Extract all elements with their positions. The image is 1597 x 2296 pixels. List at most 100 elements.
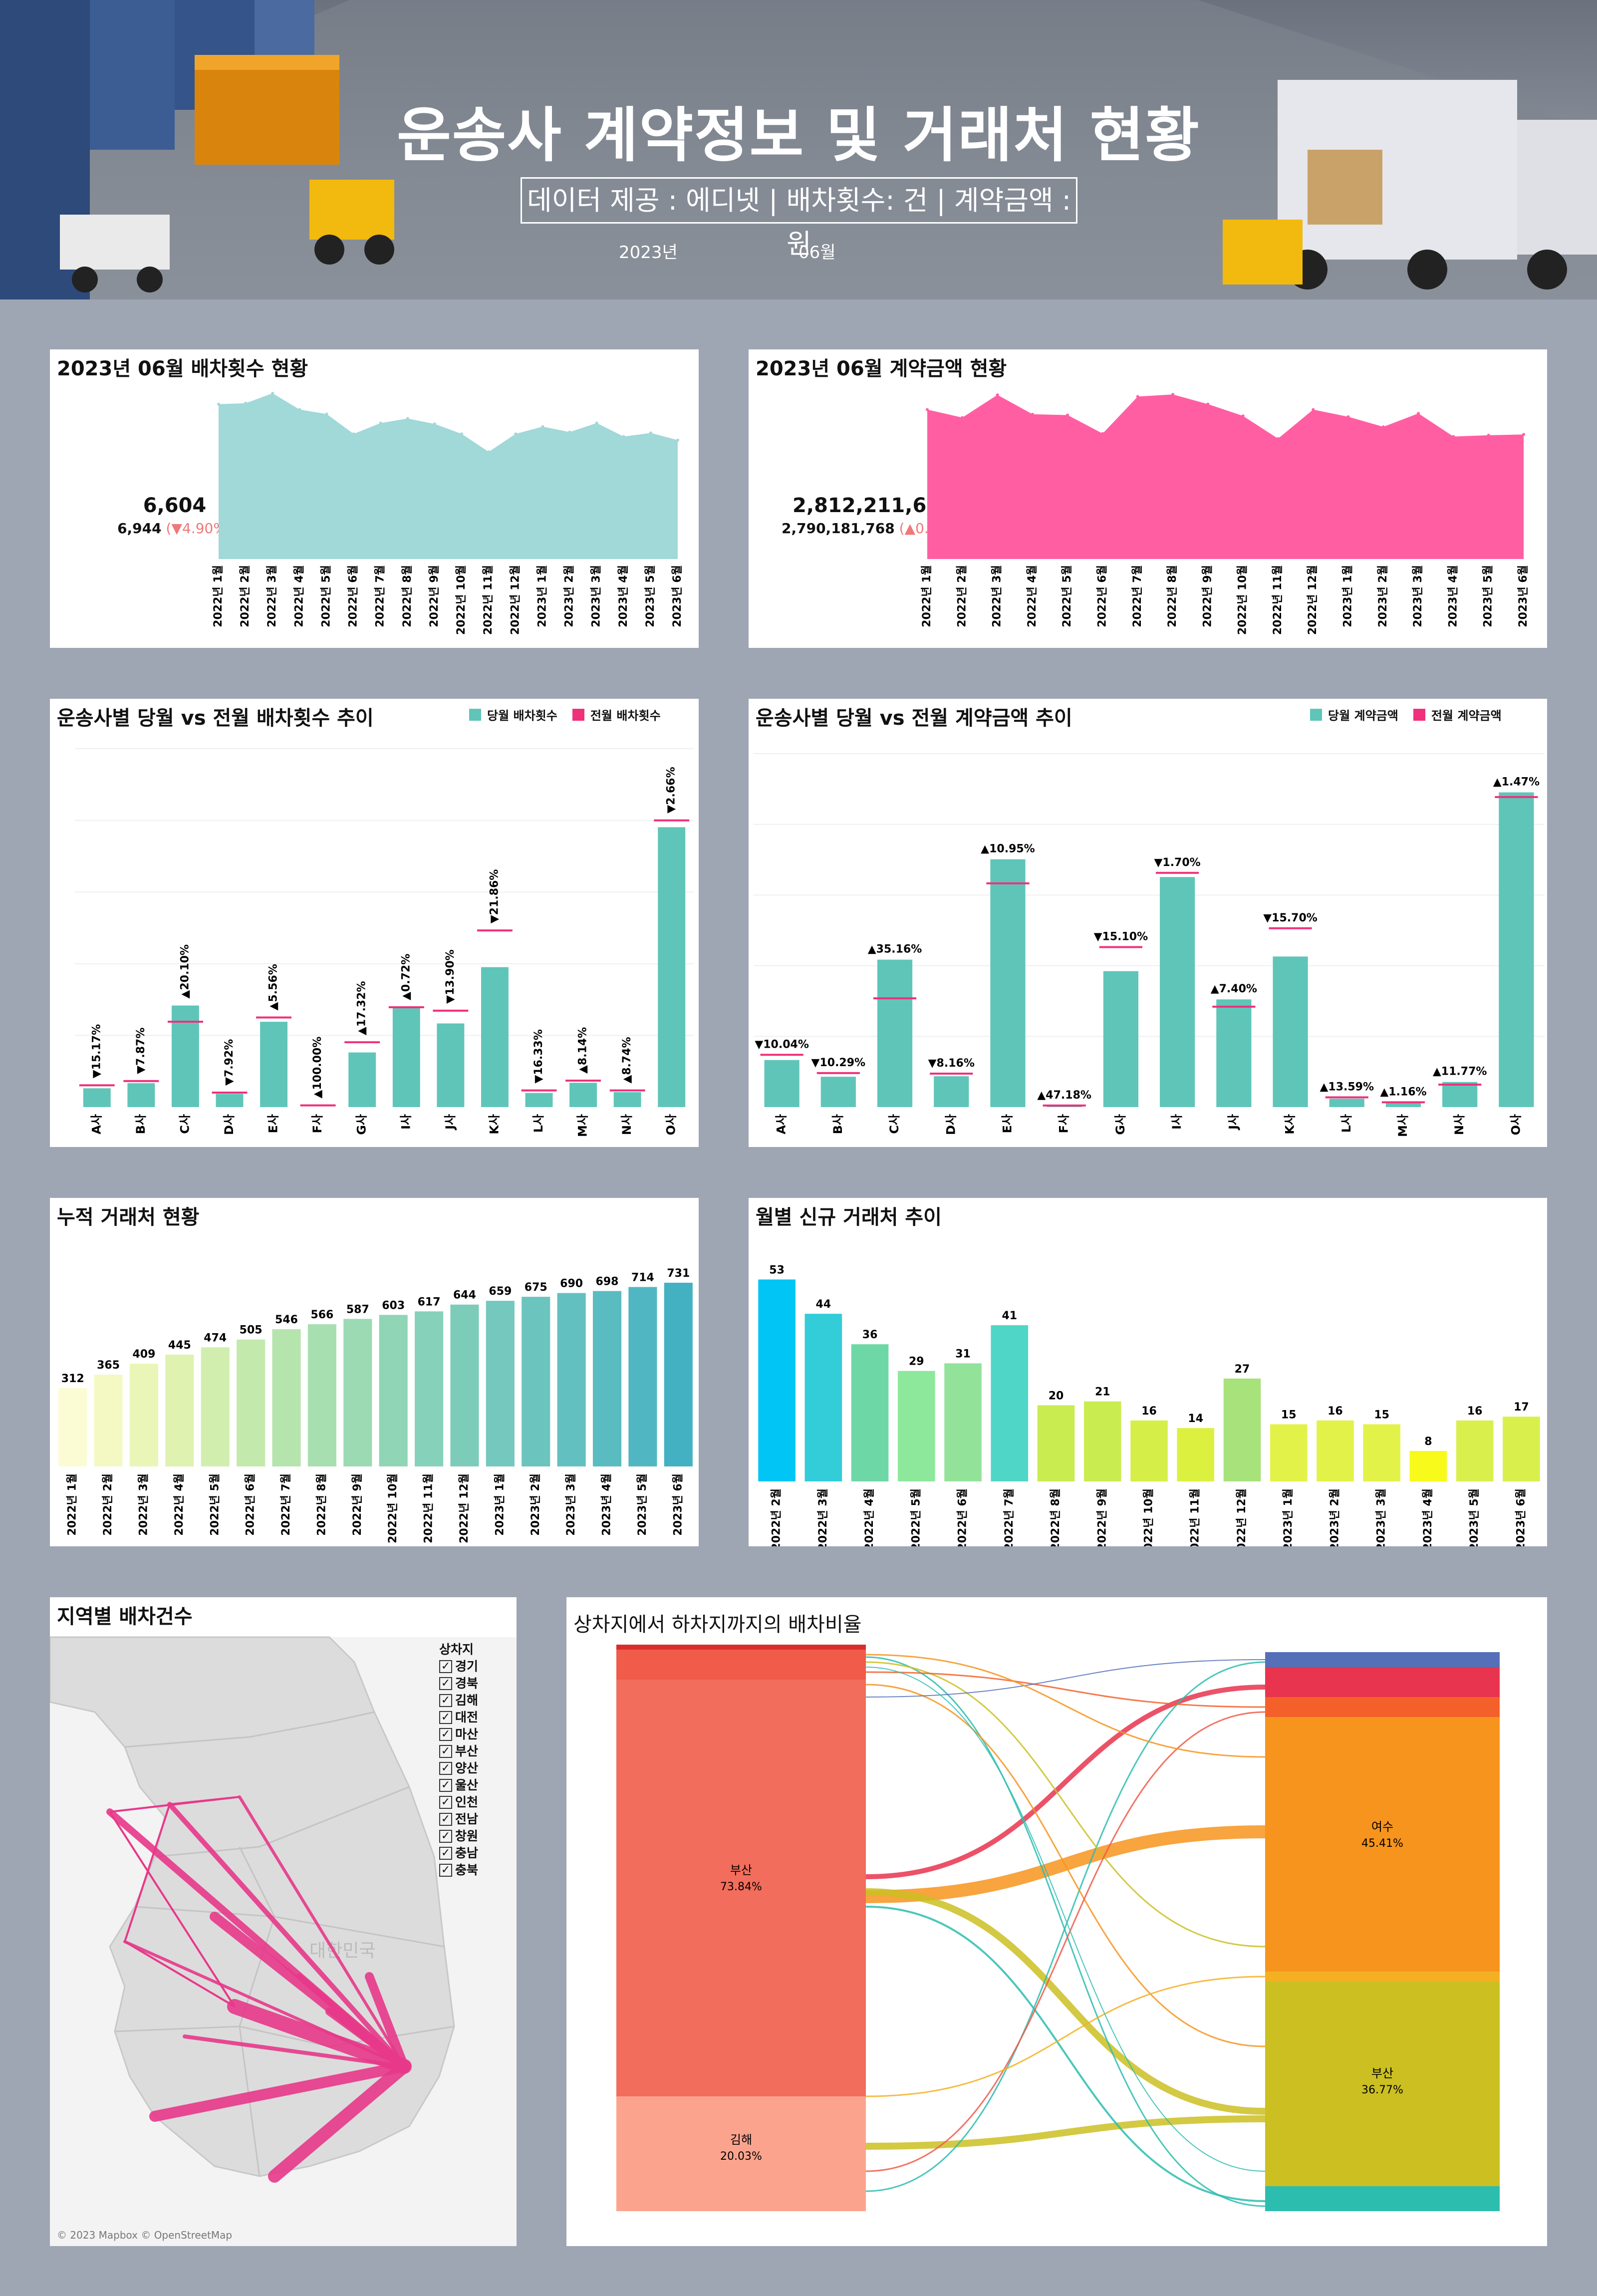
checkbox-checked-icon[interactable]: ✓ — [439, 1796, 452, 1809]
checkbox-checked-icon[interactable]: ✓ — [439, 1677, 452, 1690]
dispatch-flow-line[interactable] — [238, 1795, 406, 2068]
current-bar[interactable] — [1273, 956, 1308, 1107]
dispatch-flow-line[interactable] — [167, 1802, 407, 2069]
area-point[interactable] — [514, 432, 518, 436]
sankey-right-node[interactable] — [1265, 1972, 1500, 1982]
value-bar[interactable] — [165, 1354, 194, 1466]
area-point[interactable] — [1522, 433, 1525, 436]
current-bar[interactable] — [569, 1083, 597, 1107]
sankey-link[interactable] — [865, 1656, 1266, 2207]
area-point[interactable] — [1136, 395, 1139, 398]
value-bar[interactable] — [557, 1293, 586, 1466]
value-bar[interactable] — [758, 1279, 796, 1481]
area-point[interactable] — [1101, 432, 1104, 435]
sankey-link[interactable] — [865, 1976, 1266, 2097]
value-bar[interactable] — [1083, 1401, 1121, 1481]
sankey-link[interactable] — [865, 1654, 1266, 1758]
checkbox-checked-icon[interactable]: ✓ — [439, 1779, 452, 1792]
legend-item-current[interactable]: 당월 계약금액 — [1310, 706, 1398, 723]
sankey-left-node[interactable] — [616, 1680, 866, 2096]
current-bar[interactable] — [820, 1077, 856, 1107]
region-filter-item[interactable]: ✓ 마산 — [439, 1726, 478, 1743]
area-point[interactable] — [406, 417, 409, 420]
checkbox-checked-icon[interactable]: ✓ — [439, 1830, 452, 1843]
region-filter-item[interactable]: ✓ 충북 — [439, 1862, 478, 1879]
current-bar[interactable] — [1385, 1102, 1421, 1107]
dispatch-flow-line[interactable] — [149, 2061, 410, 2122]
area-point[interactable] — [379, 421, 382, 425]
value-bar[interactable] — [343, 1319, 372, 1466]
current-bar[interactable] — [392, 1008, 420, 1107]
dispatch-flow-line[interactable] — [183, 2034, 406, 2068]
area-point[interactable] — [926, 408, 929, 411]
sankey-link[interactable] — [865, 1661, 1266, 1948]
area-point[interactable] — [433, 422, 436, 426]
area-point[interactable] — [1031, 412, 1034, 416]
current-bar[interactable] — [1216, 999, 1252, 1107]
area-point[interactable] — [487, 450, 491, 454]
value-bar[interactable] — [664, 1282, 693, 1466]
area-point[interactable] — [217, 402, 220, 406]
value-bar[interactable] — [1317, 1420, 1354, 1481]
checkbox-checked-icon[interactable]: ✓ — [439, 1728, 452, 1741]
region-filter-item[interactable]: ✓ 양산 — [439, 1760, 478, 1777]
value-bar[interactable] — [898, 1371, 935, 1481]
value-bar[interactable] — [486, 1301, 515, 1466]
sankey-link[interactable] — [865, 1661, 1266, 2192]
year-filter[interactable]: 2023년 — [619, 243, 678, 263]
area-point[interactable] — [676, 438, 679, 442]
area-point[interactable] — [622, 435, 625, 438]
current-bar[interactable] — [1160, 877, 1195, 1107]
region-filter-item[interactable]: ✓ 충남 — [439, 1845, 478, 1862]
value-bar[interactable] — [1223, 1378, 1261, 1481]
sankey-link[interactable] — [865, 1906, 1266, 2202]
area-point[interactable] — [1452, 435, 1455, 438]
sankey-link[interactable] — [865, 1685, 1266, 1879]
area-point[interactable] — [1066, 413, 1069, 417]
current-bar[interactable] — [83, 1088, 111, 1107]
sankey-link[interactable] — [865, 1711, 1266, 2172]
area-point[interactable] — [1487, 434, 1490, 437]
sankey-right-node[interactable] — [1265, 1652, 1500, 1667]
current-bar[interactable] — [764, 1060, 799, 1107]
current-bar[interactable] — [525, 1093, 553, 1107]
current-bar[interactable] — [658, 827, 686, 1107]
value-bar[interactable] — [1456, 1420, 1494, 1481]
checkbox-checked-icon[interactable]: ✓ — [439, 1745, 452, 1758]
value-bar[interactable] — [1503, 1417, 1540, 1481]
sankey-link[interactable] — [865, 2115, 1266, 2150]
value-bar[interactable] — [1409, 1450, 1447, 1481]
area-point[interactable] — [1346, 415, 1350, 418]
value-bar[interactable] — [129, 1364, 159, 1466]
value-bar[interactable] — [592, 1291, 622, 1466]
value-bar[interactable] — [1130, 1420, 1168, 1481]
value-bar[interactable] — [804, 1314, 842, 1481]
month-filter[interactable]: 06월 — [798, 243, 836, 263]
current-bar[interactable] — [613, 1092, 641, 1107]
sankey-left-node[interactable] — [616, 1650, 866, 1680]
sankey-link[interactable] — [865, 1684, 1266, 2047]
value-bar[interactable] — [450, 1304, 479, 1466]
area-point[interactable] — [595, 421, 598, 425]
area-point[interactable] — [568, 430, 571, 434]
sankey-right-node[interactable] — [1265, 2186, 1500, 2211]
area-point[interactable] — [1276, 437, 1280, 440]
current-bar[interactable] — [437, 1023, 465, 1107]
region-filter-item[interactable]: ✓ 인천 — [439, 1794, 478, 1811]
sankey-link[interactable] — [865, 1671, 1266, 1708]
current-bar[interactable] — [127, 1083, 155, 1107]
korea-dispatch-map[interactable]: 대한민국 © 2023 Mapbox © OpenStreetMap — [50, 1597, 517, 2246]
current-bar[interactable] — [934, 1076, 969, 1107]
dispatch-flow-line[interactable] — [365, 1972, 409, 2071]
value-bar[interactable] — [851, 1344, 889, 1481]
area-point[interactable] — [352, 432, 355, 436]
sankey-right-node[interactable] — [1265, 1697, 1500, 1717]
value-bar[interactable] — [1177, 1428, 1215, 1481]
dispatch-flow-line[interactable] — [268, 2060, 411, 2183]
checkbox-checked-icon[interactable]: ✓ — [439, 1762, 452, 1775]
area-point[interactable] — [1171, 393, 1175, 396]
region-filter-item[interactable]: ✓ 부산 — [439, 1743, 478, 1760]
checkbox-checked-icon[interactable]: ✓ — [439, 1711, 452, 1724]
value-bar[interactable] — [94, 1375, 123, 1466]
sankey-left-node[interactable] — [616, 2096, 866, 2211]
